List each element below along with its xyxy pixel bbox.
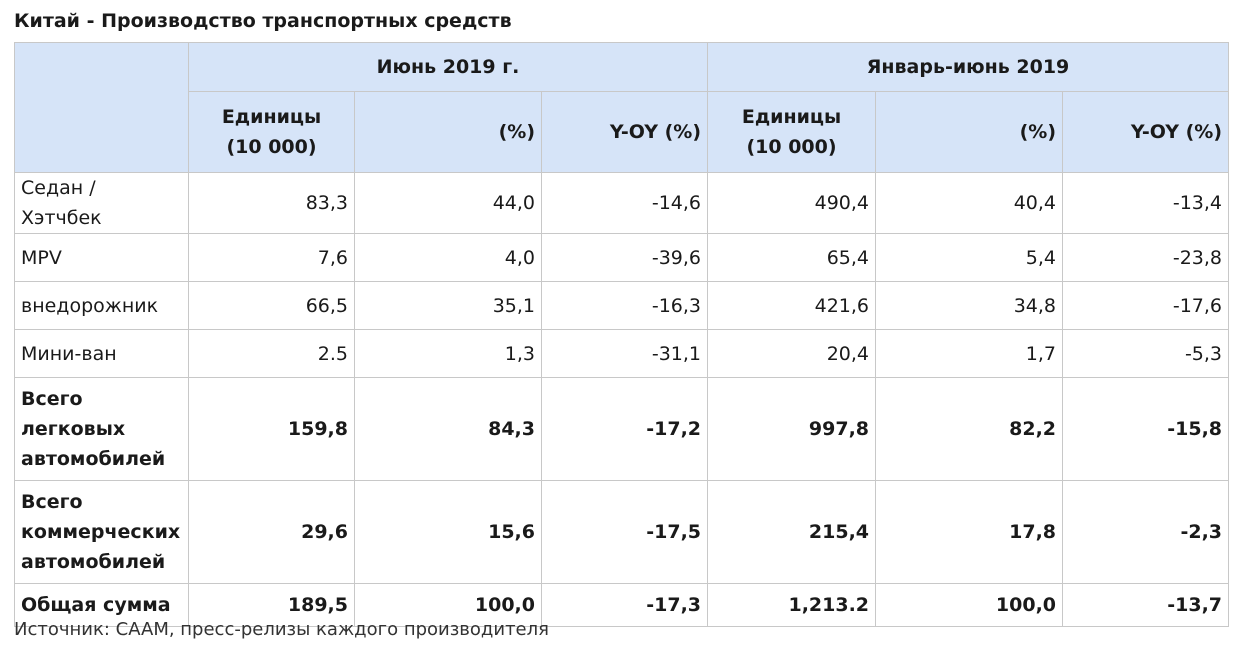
cell-value: 1,7 [875, 329, 1064, 378]
cell-value: 215,4 [707, 480, 877, 584]
cell-value: 5,4 [875, 233, 1064, 282]
cell-value: -17,5 [540, 480, 709, 584]
col-header-yoy: Y-OY (%) [1062, 91, 1230, 173]
cell-value: 44,0 [354, 172, 542, 234]
col-header-percent: (%) [875, 91, 1064, 173]
page-title: Китай - Производство транспортных средст… [14, 10, 512, 32]
cell-value: -17,6 [1062, 281, 1230, 330]
cell-value: -2,3 [1062, 480, 1230, 584]
cell-value: 34,8 [875, 281, 1064, 330]
cell-value: 100,0 [875, 583, 1064, 627]
cell-value: 490,4 [707, 172, 877, 234]
table-row: MPV 7,6 4,0 -39,6 65,4 5,4 -23,8 [14, 233, 1230, 282]
cell-value: 421,6 [707, 281, 877, 330]
source-note: Источник: CAAM, пресс-релизы каждого про… [14, 619, 549, 640]
col-header-percent: (%) [354, 91, 542, 173]
production-table: Июнь 2019 г. Январь-июнь 2019 Единицы (1… [14, 42, 1230, 627]
group-header-jan-jun: Январь-июнь 2019 [707, 42, 1230, 92]
cell-value: 2.5 [188, 329, 355, 378]
cell-value: -15,8 [1062, 377, 1230, 481]
units-line1: Единицы [221, 106, 322, 128]
cell-value: 35,1 [354, 281, 542, 330]
table-row: внедорожник 66,5 35,1 -16,3 421,6 34,8 -… [14, 281, 1230, 330]
table-row: Седан / Хэтчбек 83,3 44,0 -14,6 490,4 40… [14, 172, 1230, 234]
row-label: Седан / Хэтчбек [14, 172, 189, 234]
header-empty-cell [14, 42, 189, 173]
cell-value: 84,3 [354, 377, 542, 481]
row-label: Всего коммерческих автомобилей [14, 480, 189, 584]
cell-value: -5,3 [1062, 329, 1230, 378]
cell-value: 29,6 [188, 480, 355, 584]
units-line2: (10 000) [226, 136, 317, 158]
cell-value: -31,1 [540, 329, 709, 378]
cell-value: 40,4 [875, 172, 1064, 234]
col-header-units: Единицы (10 000) [707, 91, 877, 173]
row-label: внедорожник [14, 281, 189, 330]
cell-value: 7,6 [188, 233, 355, 282]
cell-value: -16,3 [540, 281, 709, 330]
cell-value: -13,7 [1062, 583, 1230, 627]
cell-value: 4,0 [354, 233, 542, 282]
col-header-yoy: Y-OY (%) [540, 91, 709, 173]
group-header-june: Июнь 2019 г. [187, 42, 709, 92]
cell-value: 82,2 [875, 377, 1064, 481]
cell-value: 20,4 [707, 329, 877, 378]
row-label: Всего легковых автомобилей [14, 377, 189, 481]
cell-value: 997,8 [707, 377, 877, 481]
cell-value: -23,8 [1062, 233, 1230, 282]
table-row: Мини-ван 2.5 1,3 -31,1 20,4 1,7 -5,3 [14, 329, 1230, 378]
cell-value: -39,6 [540, 233, 709, 282]
row-label: Мини-ван [14, 329, 189, 378]
cell-value: 1,213.2 [707, 583, 877, 627]
cell-value: 66,5 [188, 281, 355, 330]
table-row-total-commercial: Всего коммерческих автомобилей 29,6 15,6… [14, 480, 1230, 584]
col-header-units: Единицы (10 000) [188, 91, 355, 173]
header-row-groups: Июнь 2019 г. Январь-июнь 2019 [14, 42, 1230, 173]
cell-value: -17,2 [540, 377, 709, 481]
row-label: MPV [14, 233, 189, 282]
table-row-total-passenger: Всего легковых автомобилей 159,8 84,3 -1… [14, 377, 1230, 481]
cell-value: 1,3 [354, 329, 542, 378]
units-line2: (10 000) [746, 136, 837, 158]
cell-value: 15,6 [354, 480, 542, 584]
table-row-grand-total: Общая сумма 189,5 100,0 -17,3 1,213.2 10… [14, 583, 1230, 627]
cell-value: -17,3 [540, 583, 709, 627]
cell-value: -14,6 [540, 172, 709, 234]
cell-value: -13,4 [1062, 172, 1230, 234]
cell-value: 17,8 [875, 480, 1064, 584]
cell-value: 189,5 [188, 583, 355, 627]
units-line1: Единицы [741, 106, 842, 128]
cell-value: 65,4 [707, 233, 877, 282]
cell-value: 83,3 [188, 172, 355, 234]
row-label: Общая сумма [14, 583, 189, 627]
cell-value: 159,8 [188, 377, 355, 481]
header-row-columns: Единицы (10 000) (%) Y-OY (%) Единицы (1… [15, 91, 1230, 173]
